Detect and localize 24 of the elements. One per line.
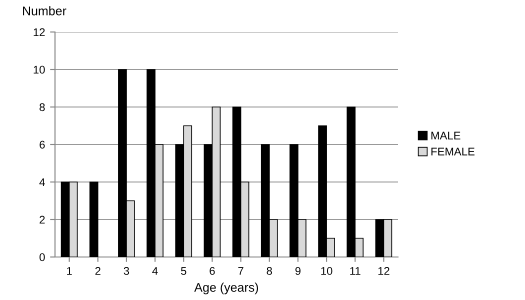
legend-label: MALE bbox=[431, 132, 460, 140]
y-tick-label: 12 bbox=[34, 28, 45, 36]
y-axis-title: Number bbox=[23, 6, 66, 16]
x-tick-label: 8 bbox=[266, 267, 272, 275]
y-tick-label: 4 bbox=[39, 178, 45, 186]
legend-label: FEMALE bbox=[431, 148, 474, 156]
bar bbox=[89, 182, 98, 257]
x-tick-label: 12 bbox=[378, 267, 390, 275]
x-tick-label: 6 bbox=[210, 267, 215, 275]
x-tick-label: 10 bbox=[321, 267, 332, 275]
y-tick-label: 6 bbox=[40, 140, 45, 149]
y-tick-label: 8 bbox=[40, 103, 45, 112]
y-tick-label: 0 bbox=[40, 253, 45, 262]
x-tick-label: 5 bbox=[180, 267, 186, 275]
x-tick-label: 7 bbox=[238, 267, 244, 275]
x-tick-label: 4 bbox=[152, 267, 158, 275]
y-tick-label: 10 bbox=[34, 66, 45, 74]
x-axis-title: Age (years) bbox=[194, 282, 258, 294]
y-tick-label: 2 bbox=[40, 216, 45, 224]
x-tick-label: 11 bbox=[350, 267, 360, 275]
x-tick-label: 3 bbox=[124, 267, 130, 275]
x-tick-label: 1 bbox=[67, 267, 72, 275]
x-tick-label: 2 bbox=[95, 267, 100, 275]
x-tick-label: 9 bbox=[295, 267, 301, 275]
